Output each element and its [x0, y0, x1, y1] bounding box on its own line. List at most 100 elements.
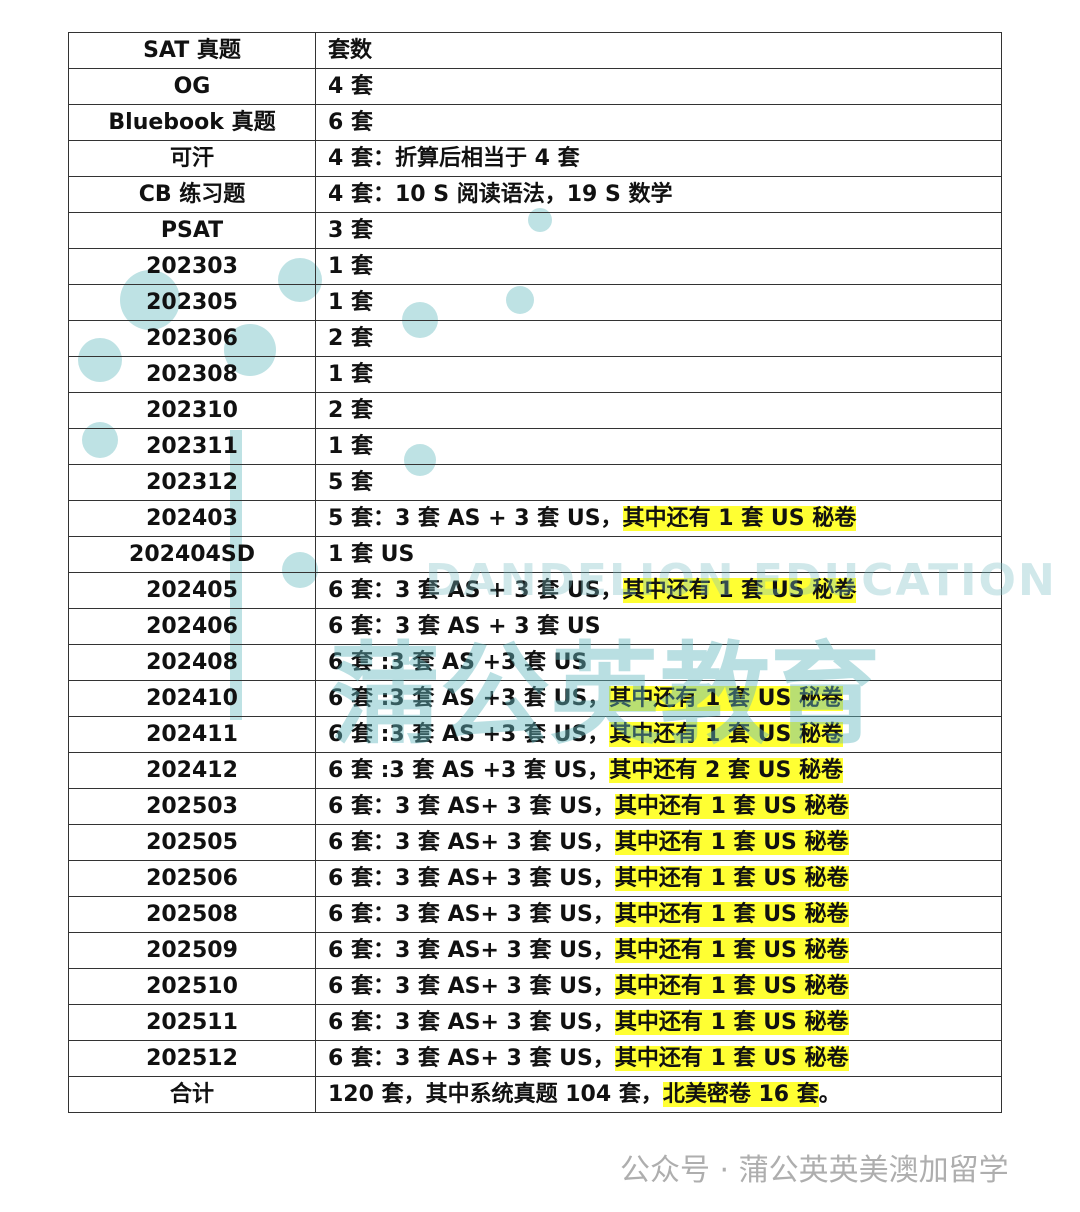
header-cell: 套数	[315, 32, 1002, 69]
label-cell: 202506	[68, 860, 316, 897]
count-cell: 6 套：3 套 AS+ 3 套 US，其中还有 1 套 US 秘卷	[315, 932, 1002, 969]
highlight-text: 其中还有 1 套 US 秘卷	[614, 866, 849, 891]
table-row: 202411 6 套 :3 套 AS +3 套 US，其中还有 1 套 US 秘卷	[68, 716, 1002, 753]
table-row: 202306 2 套	[68, 320, 1002, 357]
highlight-text: 其中还有 1 套 US 秘卷	[622, 578, 857, 603]
count-text: 6 套 :3 套 AS +3 套 US，	[328, 758, 610, 783]
table-row: 合计 120 套，其中系统真题 104 套，北美密卷 16 套。	[68, 1076, 1002, 1113]
count-text: 3 套	[328, 218, 373, 243]
highlight-text: 其中还有 1 套 US 秘卷	[614, 974, 849, 999]
count-cell: 6 套	[315, 104, 1002, 141]
count-text: 6 套 :3 套 AS +3 套 US，	[328, 686, 610, 711]
table-row: 202310 2 套	[68, 392, 1002, 429]
label-cell: 202411	[68, 716, 316, 753]
table-row: 202410 6 套 :3 套 AS +3 套 US，其中还有 1 套 US 秘卷	[68, 680, 1002, 717]
count-text: 6 套：3 套 AS + 3 套 US，	[328, 578, 623, 603]
table-row: 202406 6 套：3 套 AS + 3 套 US	[68, 608, 1002, 645]
count-cell: 1 套	[315, 248, 1002, 285]
label-cell: 202311	[68, 428, 316, 465]
highlight-text: 其中还有 2 套 US 秘卷	[609, 758, 844, 783]
count-text: 5 套：3 套 AS + 3 套 US，	[328, 506, 623, 531]
count-text: 6 套：3 套 AS+ 3 套 US，	[328, 866, 615, 891]
highlight-text: 其中还有 1 套 US 秘卷	[614, 938, 849, 963]
highlight-text: 其中还有 1 套 US 秘卷	[614, 1010, 849, 1035]
count-text: 6 套 :3 套 AS +3 套 US，	[328, 722, 610, 747]
count-cell: 6 套：3 套 AS+ 3 套 US，其中还有 1 套 US 秘卷	[315, 824, 1002, 861]
label-cell: 202303	[68, 248, 316, 285]
count-cell: 120 套，其中系统真题 104 套，北美密卷 16 套。	[315, 1076, 1002, 1113]
count-cell: 1 套	[315, 356, 1002, 393]
count-text: 6 套	[328, 110, 373, 135]
table-row: 202511 6 套：3 套 AS+ 3 套 US，其中还有 1 套 US 秘卷	[68, 1004, 1002, 1041]
count-cell: 4 套：10 S 阅读语法，19 S 数学	[315, 176, 1002, 213]
count-text: 6 套：3 套 AS+ 3 套 US，	[328, 974, 615, 999]
highlight-text: 其中还有 1 套 US 秘卷	[614, 794, 849, 819]
header-row: SAT 真题 套数	[68, 32, 1002, 69]
count-cell: 6 套 :3 套 AS +3 套 US，其中还有 2 套 US 秘卷	[315, 752, 1002, 789]
table-row: 202510 6 套：3 套 AS+ 3 套 US，其中还有 1 套 US 秘卷	[68, 968, 1002, 1005]
count-text: 6 套：3 套 AS+ 3 套 US，	[328, 938, 615, 963]
count-text: 1 套 US	[328, 542, 415, 567]
label-cell: 202410	[68, 680, 316, 717]
label-cell: 202412	[68, 752, 316, 789]
count-cell: 6 套 :3 套 AS +3 套 US，其中还有 1 套 US 秘卷	[315, 716, 1002, 753]
sat-table: SAT 真题 套数 OG 4 套 Bluebook 真题 6 套可汗 4 套：折算后相当于 …	[68, 32, 1002, 1113]
table-row: 202505 6 套：3 套 AS+ 3 套 US，其中还有 1 套 US 秘卷	[68, 824, 1002, 861]
table-row: OG 4 套	[68, 68, 1002, 105]
count-text: 6 套：3 套 AS+ 3 套 US，	[328, 830, 615, 855]
count-text: 1 套	[328, 362, 373, 387]
label-cell: 202305	[68, 284, 316, 321]
count-cell: 6 套：3 套 AS+ 3 套 US，其中还有 1 套 US 秘卷	[315, 968, 1002, 1005]
tail-text: 。	[818, 1082, 841, 1107]
count-text: 2 套	[328, 398, 373, 423]
count-text: 6 套：3 套 AS + 3 套 US	[328, 614, 601, 639]
count-text: 4 套	[328, 74, 373, 99]
count-text: 1 套	[328, 290, 373, 315]
count-cell: 2 套	[315, 392, 1002, 429]
table-row: 202408 6 套 :3 套 AS +3 套 US	[68, 644, 1002, 681]
label-cell: 202403	[68, 500, 316, 537]
table-row: 202503 6 套：3 套 AS+ 3 套 US，其中还有 1 套 US 秘卷	[68, 788, 1002, 825]
table-row: 202303 1 套	[68, 248, 1002, 285]
label-cell: 202509	[68, 932, 316, 969]
label-cell: 202505	[68, 824, 316, 861]
highlight-text: 其中还有 1 套 US 秘卷	[614, 902, 849, 927]
count-text: 6 套 :3 套 AS +3 套 US	[328, 650, 588, 675]
label-cell: 202312	[68, 464, 316, 501]
count-cell: 6 套：3 套 AS + 3 套 US	[315, 608, 1002, 645]
label-cell: 202308	[68, 356, 316, 393]
count-cell: 6 套 :3 套 AS +3 套 US	[315, 644, 1002, 681]
count-cell: 6 套：3 套 AS+ 3 套 US，其中还有 1 套 US 秘卷	[315, 860, 1002, 897]
highlight-text: 北美密卷 16 套	[662, 1082, 819, 1107]
count-cell: 1 套 US	[315, 536, 1002, 573]
count-text: 6 套：3 套 AS+ 3 套 US，	[328, 1046, 615, 1071]
count-cell: 1 套	[315, 284, 1002, 321]
count-cell: 4 套	[315, 68, 1002, 105]
label-cell: 202503	[68, 788, 316, 825]
highlight-text: 其中还有 1 套 US 秘卷	[609, 686, 844, 711]
count-cell: 6 套：3 套 AS+ 3 套 US，其中还有 1 套 US 秘卷	[315, 896, 1002, 933]
table-row: 202403 5 套：3 套 AS + 3 套 US，其中还有 1 套 US 秘卷	[68, 500, 1002, 537]
label-cell: 202406	[68, 608, 316, 645]
label-cell: 202508	[68, 896, 316, 933]
table-row: 202506 6 套：3 套 AS+ 3 套 US，其中还有 1 套 US 秘卷	[68, 860, 1002, 897]
label-cell: 202310	[68, 392, 316, 429]
count-text: 6 套：3 套 AS+ 3 套 US，	[328, 794, 615, 819]
label-cell: PSAT	[68, 212, 316, 249]
table-row: 202404SD 1 套 US	[68, 536, 1002, 573]
table-row: PSAT 3 套	[68, 212, 1002, 249]
highlight-text: 其中还有 1 套 US 秘卷	[614, 1046, 849, 1071]
count-cell: 6 套：3 套 AS+ 3 套 US，其中还有 1 套 US 秘卷	[315, 1040, 1002, 1077]
count-cell: 3 套	[315, 212, 1002, 249]
count-cell: 6 套 :3 套 AS +3 套 US，其中还有 1 套 US 秘卷	[315, 680, 1002, 717]
count-text: 4 套：10 S 阅读语法，19 S 数学	[328, 182, 673, 207]
label-cell: CB 练习题	[68, 176, 316, 213]
label-cell: 202404SD	[68, 536, 316, 573]
highlight-text: 其中还有 1 套 US 秘卷	[614, 830, 849, 855]
label-cell: 202306	[68, 320, 316, 357]
table-row: 可汗 4 套：折算后相当于 4 套	[68, 140, 1002, 177]
label-cell: 202510	[68, 968, 316, 1005]
label-cell: 合计	[68, 1076, 316, 1113]
count-cell: 4 套：折算后相当于 4 套	[315, 140, 1002, 177]
